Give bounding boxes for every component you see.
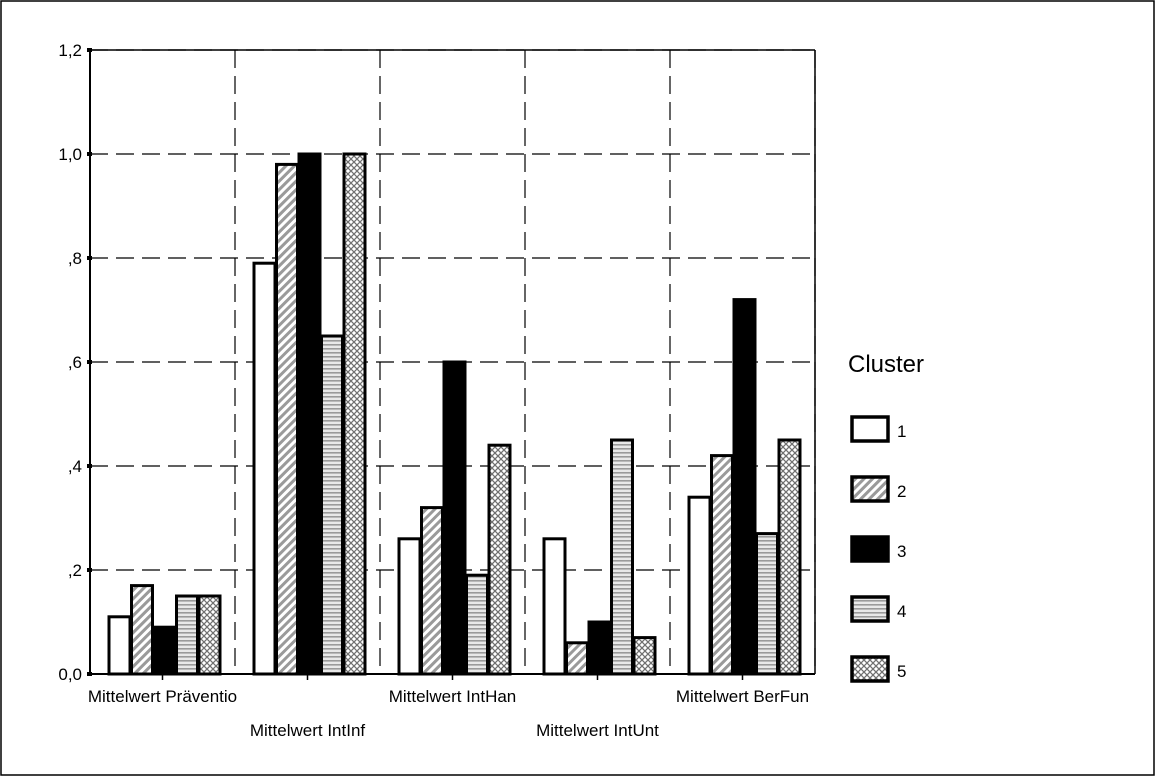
legend-title: Cluster — [848, 351, 924, 378]
x-category-label: Mittelwert Präventio — [88, 687, 237, 706]
y-tick-label: ,2 — [68, 561, 82, 580]
y-tick-mark — [87, 568, 92, 572]
bar-series-2-5 — [710, 454, 734, 676]
bar-series-4-4 — [610, 438, 634, 676]
legend-swatch-1 — [850, 415, 890, 443]
bar-series-2-4 — [565, 641, 589, 676]
bar-series-4-2 — [320, 334, 344, 676]
bar-series-5-3 — [487, 443, 512, 676]
bars-group — [107, 152, 802, 676]
legend-label-2: 2 — [897, 482, 906, 501]
y-tick-label: ,8 — [68, 249, 82, 268]
bar-series-3-3 — [442, 360, 467, 676]
y-axis-ticks: 0,0 ,2 ,4 ,6 ,8 1,0 1,2 — [58, 41, 92, 684]
bar-series-1-5 — [687, 495, 712, 676]
bar-series-1-2 — [252, 261, 277, 676]
y-tick-mark — [87, 256, 92, 260]
legend: Cluster 1 2 3 4 5 — [848, 351, 924, 683]
bar-series-5-5 — [777, 438, 802, 676]
bar-series-3-2 — [297, 152, 322, 676]
y-tick-label: 1,0 — [58, 145, 82, 164]
bar-series-5-4 — [632, 636, 657, 676]
x-category-label: Mittelwert BerFun — [676, 687, 809, 706]
legend-label-5: 5 — [897, 662, 906, 681]
bar-series-3-1 — [152, 625, 177, 676]
bar-series-4-1 — [175, 594, 199, 676]
bar-series-4-5 — [755, 532, 779, 676]
legend-label-4: 4 — [897, 602, 906, 621]
bar-series-1-4 — [542, 537, 567, 676]
y-tick-label: ,6 — [68, 353, 82, 372]
legend-swatch-4 — [850, 595, 890, 623]
bar-series-2-3 — [420, 506, 444, 676]
bar-series-2-1 — [130, 584, 154, 676]
bar-series-2-2 — [275, 162, 299, 676]
y-tick-mark — [87, 48, 92, 52]
x-axis-labels: Mittelwert Präventio Mittelwert IntInf Mit… — [88, 674, 809, 740]
y-tick-mark — [87, 464, 92, 468]
legend-label-1: 1 — [897, 422, 906, 441]
x-category-label: Mittelwert IntUnt — [536, 721, 659, 740]
bar-series-3-5 — [732, 298, 757, 676]
legend-swatch-3 — [850, 535, 890, 563]
legend-swatch-5 — [850, 655, 890, 683]
y-tick-mark — [87, 152, 92, 156]
bar-series-5-2 — [342, 152, 367, 676]
bar-series-4-3 — [465, 573, 489, 676]
legend-swatch-2 — [850, 475, 890, 503]
bar-series-1-1 — [107, 615, 132, 676]
x-category-label: Mittelwert IntHan — [389, 687, 517, 706]
y-tick-mark — [87, 672, 92, 676]
bar-series-1-3 — [397, 537, 422, 676]
y-tick-label: 0,0 — [58, 665, 82, 684]
y-tick-mark — [87, 360, 92, 364]
bar-series-5-1 — [197, 594, 222, 676]
bar-series-3-4 — [587, 620, 612, 676]
legend-label-3: 3 — [897, 542, 906, 561]
x-category-label: Mittelwert IntInf — [250, 721, 366, 740]
y-tick-label: ,4 — [68, 457, 82, 476]
y-tick-label: 1,2 — [58, 41, 82, 60]
